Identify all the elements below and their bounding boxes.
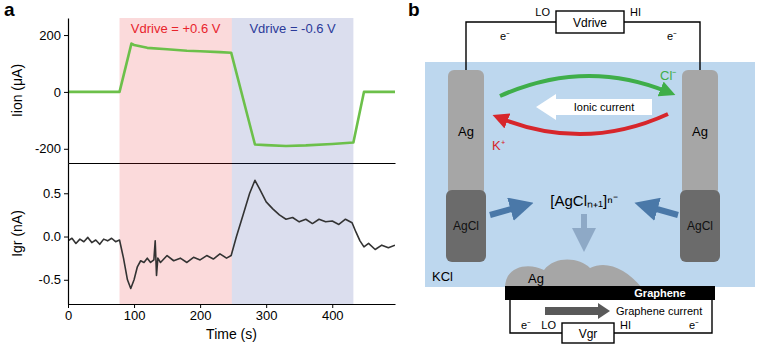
y-tick-label: 0.5	[43, 186, 61, 201]
x-axis-line	[69, 304, 396, 305]
y-axis-line	[68, 19, 69, 164]
x-tick-label: 300	[256, 308, 278, 323]
y-tick-mark	[64, 149, 68, 150]
y-tick-label: -0.5	[39, 272, 61, 287]
x-tick: 200	[190, 304, 212, 323]
y-tick-label: 0.0	[43, 229, 61, 244]
x-tick: 0	[65, 304, 72, 323]
graphene	[505, 286, 715, 300]
y-tick-mark	[64, 193, 68, 194]
terminal-label: LO	[535, 6, 550, 18]
x-tick: 300	[256, 304, 278, 323]
terminal-label: LO	[541, 319, 556, 331]
dissolution-arrow	[646, 206, 678, 215]
figure: a b Vdrive = +0.6 V Vdrive = -0.6 V -200 0 200…	[0, 0, 760, 347]
y-tick-mark	[64, 35, 68, 36]
electrode-metal	[682, 70, 718, 196]
y-tick-label: -200	[35, 141, 61, 156]
diagram-label: Graphene	[634, 287, 685, 299]
annotation: Vdrive = +0.6 V	[131, 21, 221, 36]
shaded-region	[120, 18, 232, 163]
source-label: Vgr	[579, 327, 598, 341]
y-axis: -0.5 0.0 0.5	[39, 164, 69, 305]
silver-deposit	[505, 260, 642, 288]
terminal-label: HI	[620, 319, 631, 331]
plot-area	[68, 163, 395, 304]
x-tick: 100	[124, 304, 146, 323]
ionic-current-arrow	[536, 94, 652, 120]
diagram-label: Ag	[692, 124, 708, 139]
diagram-label: Ag	[528, 271, 544, 286]
panel-label: a	[4, 0, 15, 20]
terminal-label: HI	[630, 6, 641, 18]
x-axis: 0 100 200 300 400	[65, 304, 396, 323]
voltage-source	[556, 11, 624, 33]
x-tick-label: 100	[124, 308, 146, 323]
x-tick-label: 200	[190, 308, 212, 323]
dissolution-arrow	[490, 206, 522, 215]
x-tick-label: 0	[65, 308, 72, 323]
deposition-arrow	[581, 214, 587, 240]
y-tick-mark	[64, 280, 68, 281]
electron-label: e⁻	[667, 30, 677, 42]
electrolyte	[425, 62, 755, 287]
y-tick: -200	[35, 141, 68, 156]
diagram-label: Graphene current	[616, 305, 702, 317]
y-tick: 200	[39, 28, 68, 43]
electrode-coating	[680, 190, 720, 262]
ion-label: K⁺	[492, 138, 505, 153]
y-axis-line	[68, 164, 69, 305]
diagram-label: AgCl	[453, 219, 479, 233]
plot-area	[68, 18, 395, 163]
electron-label: e⁻	[521, 319, 531, 331]
y-tick-label: 0	[54, 85, 61, 100]
y-axis-title: Igr (nA)	[9, 210, 25, 257]
y-axis-title: Iion (μA)	[9, 64, 25, 117]
voltage-source	[562, 323, 614, 343]
complex-label: [AgClₙ₊₁]ⁿ⁻	[550, 192, 617, 209]
electrode-coating	[446, 190, 486, 262]
y-tick-label: 200	[39, 28, 61, 43]
data-line	[68, 180, 395, 288]
y-tick: 0	[54, 85, 68, 100]
data-line	[68, 44, 395, 146]
y-tick: -0.5	[39, 272, 68, 287]
y-axis: -200 0 200	[35, 19, 69, 164]
source-label: Vdrive	[573, 16, 607, 30]
cation-arrow	[500, 114, 668, 134]
y-tick-mark	[64, 237, 68, 238]
y-tick-mark	[64, 92, 68, 93]
y-tick: 0.0	[43, 229, 68, 244]
x-axis-title: Time (s)	[206, 326, 257, 342]
panel-label: b	[408, 0, 420, 20]
shaded-region	[232, 18, 354, 163]
graphene-current-arrow	[545, 303, 610, 319]
diagram-label: Ag	[458, 124, 474, 139]
x-tick-label: 400	[322, 308, 344, 323]
shaded-region	[120, 163, 232, 304]
ion-label: Cl⁻	[660, 68, 676, 83]
electron-label: e⁻	[689, 319, 699, 331]
diagram: Vdrive LO HI e⁻ e⁻ Ag AgCl Ag AgCl Cl⁻ K⁺ Ionic cur…	[425, 6, 755, 343]
shaded-region	[232, 163, 354, 304]
electrode-metal	[448, 70, 484, 196]
diagram-label: AgCl	[687, 219, 713, 233]
electrolyte-label: KCl	[432, 269, 453, 284]
electron-label: e⁻	[500, 30, 510, 42]
annotation: Vdrive = -0.6 V	[249, 21, 336, 36]
x-tick: 400	[322, 304, 344, 323]
y-tick: 0.5	[43, 186, 68, 201]
diagram-label: Ionic current	[574, 101, 635, 113]
anion-arrow	[500, 76, 668, 96]
